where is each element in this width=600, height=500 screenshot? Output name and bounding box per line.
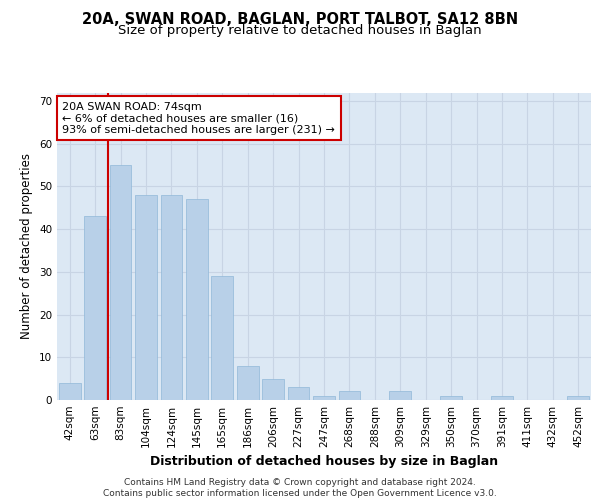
Bar (211, 276, 233, 400)
Text: Size of property relative to detached houses in Baglan: Size of property relative to detached ho… (118, 24, 482, 37)
Bar (186, 200, 208, 400)
Bar (440, 396, 462, 400)
Bar (161, 195, 182, 400)
Bar (491, 396, 513, 400)
Bar (262, 378, 284, 400)
Bar (338, 392, 360, 400)
X-axis label: Distribution of detached houses by size in Baglan: Distribution of detached houses by size … (150, 456, 498, 468)
Bar (288, 387, 310, 400)
Bar (313, 396, 335, 400)
Text: Contains HM Land Registry data © Crown copyright and database right 2024.
Contai: Contains HM Land Registry data © Crown c… (103, 478, 497, 498)
Bar (59, 383, 80, 400)
Bar (389, 392, 411, 400)
Bar (110, 165, 131, 400)
Bar (85, 216, 106, 400)
Bar (135, 195, 157, 400)
Bar (568, 396, 589, 400)
Y-axis label: Number of detached properties: Number of detached properties (20, 153, 34, 339)
Bar (237, 366, 259, 400)
Text: 20A, SWAN ROAD, BAGLAN, PORT TALBOT, SA12 8BN: 20A, SWAN ROAD, BAGLAN, PORT TALBOT, SA1… (82, 12, 518, 28)
Text: 20A SWAN ROAD: 74sqm
← 6% of detached houses are smaller (16)
93% of semi-detach: 20A SWAN ROAD: 74sqm ← 6% of detached ho… (62, 102, 335, 135)
